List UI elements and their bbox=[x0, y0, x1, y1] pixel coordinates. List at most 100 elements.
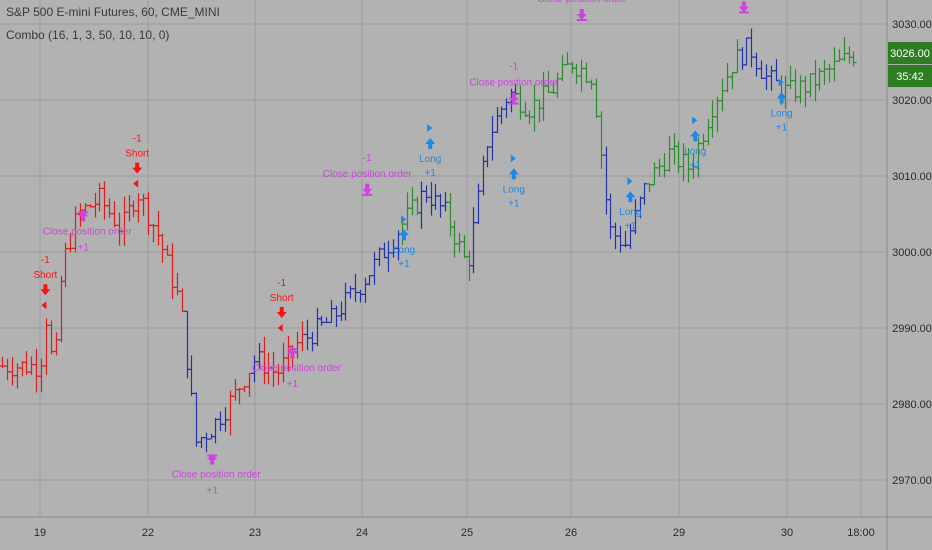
price-tick-label: 3000.00 bbox=[892, 247, 932, 259]
signal-label: Long bbox=[503, 184, 525, 195]
ohlc-bar bbox=[617, 225, 624, 253]
ohlc-bar bbox=[729, 72, 736, 90]
ohlc-bar bbox=[583, 62, 590, 84]
ohlc-bar bbox=[111, 201, 118, 228]
entry-marker-icon bbox=[277, 324, 283, 332]
signal-label: Close position order bbox=[537, 0, 627, 5]
long-arrow-icon bbox=[690, 130, 701, 142]
long-arrow-icon bbox=[625, 191, 636, 203]
ohlc-bar bbox=[203, 432, 210, 453]
ohlc-bar bbox=[19, 361, 26, 377]
ohlc-bar bbox=[212, 417, 219, 444]
ohlc-bar bbox=[661, 153, 668, 178]
signal-label: -1 bbox=[133, 134, 142, 145]
ohlc-bar bbox=[724, 62, 731, 93]
signal-label: -1 bbox=[509, 62, 518, 73]
time-tick-label: 25 bbox=[461, 527, 473, 539]
close-down-arrow-icon bbox=[738, 1, 749, 13]
study-legend[interactable]: Combo (16, 1, 3, 50, 10, 10, 0) bbox=[6, 28, 170, 42]
ohlc-bar bbox=[773, 58, 780, 82]
ohlc-bar bbox=[33, 348, 40, 393]
signal-label: Long bbox=[770, 108, 792, 119]
ohlc-bar bbox=[531, 84, 538, 132]
time-tick-label: 29 bbox=[673, 527, 685, 539]
signal-label: Short bbox=[270, 293, 294, 304]
ohlc-bar bbox=[314, 307, 321, 347]
ohlc-bar bbox=[573, 63, 580, 85]
signal-label: -1 bbox=[277, 278, 286, 289]
ohlc-bar bbox=[9, 357, 16, 386]
signal-label: Close position order bbox=[323, 169, 413, 180]
ohlc-bar bbox=[347, 285, 354, 299]
time-tick-label: 19 bbox=[34, 527, 46, 539]
ohlc-bar bbox=[671, 133, 678, 165]
ohlc-bar bbox=[193, 392, 200, 447]
ohlc-bar bbox=[758, 60, 765, 79]
signal-label: +1 bbox=[689, 160, 701, 171]
price-tick-label: 3010.00 bbox=[892, 171, 932, 183]
ohlc-bar bbox=[475, 183, 482, 225]
entry-marker-icon bbox=[401, 215, 406, 224]
ohlc-bar bbox=[48, 320, 55, 355]
entry-marker-icon bbox=[627, 177, 633, 186]
ohlc-bar bbox=[748, 28, 755, 68]
price-tick-label: 2980.00 bbox=[892, 399, 932, 411]
ohlc-bar bbox=[328, 300, 335, 324]
ohlc-bar bbox=[432, 184, 439, 210]
ohlc-bar bbox=[826, 64, 833, 83]
ohlc-bar bbox=[62, 242, 69, 288]
chart-title[interactable]: S&P 500 E-mini Futures, 60, CME_MINI bbox=[6, 5, 220, 19]
ohlc-bar bbox=[666, 136, 673, 172]
ohlc-bar bbox=[739, 46, 746, 70]
time-tick-label: 22 bbox=[142, 527, 154, 539]
signal-label: -1 bbox=[363, 153, 372, 164]
signal-label: Long bbox=[684, 146, 706, 157]
ohlc-bar bbox=[503, 98, 510, 118]
ohlc-bar bbox=[371, 251, 378, 285]
signal-label: -1 bbox=[41, 255, 50, 266]
price-tick-label: 2990.00 bbox=[892, 323, 932, 335]
ohlc-bar bbox=[768, 65, 775, 91]
ohlc-bar bbox=[357, 289, 364, 303]
ohlc-bar bbox=[564, 52, 571, 66]
countdown-badge bbox=[888, 65, 932, 87]
ohlc-bar bbox=[145, 192, 152, 236]
ohlc-bar bbox=[53, 332, 60, 356]
ohlc-bar bbox=[489, 116, 496, 161]
time-tick-label: 18:00 bbox=[847, 527, 875, 539]
ohlc-bar bbox=[841, 36, 848, 62]
ohlc-bar bbox=[753, 52, 760, 77]
ohlc-bar bbox=[101, 181, 108, 220]
close-up-arrow-icon bbox=[287, 347, 298, 359]
close-up-arrow-icon bbox=[207, 453, 218, 465]
ohlc-bar bbox=[850, 51, 857, 67]
price-tick-label: 3020.00 bbox=[892, 95, 932, 107]
entry-marker-icon bbox=[41, 301, 47, 310]
long-arrow-icon bbox=[425, 138, 436, 149]
ohlc-bar bbox=[641, 182, 648, 205]
last-price-badge bbox=[888, 42, 932, 64]
ohlc-bar bbox=[14, 363, 21, 389]
signal-label: Short bbox=[33, 270, 57, 281]
ohlc-bar bbox=[352, 273, 359, 303]
ohlc-bar bbox=[428, 182, 435, 216]
ohlc-bar bbox=[236, 387, 243, 405]
signal-label: +1 bbox=[425, 168, 437, 179]
ohlc-bar bbox=[787, 65, 794, 90]
close-up-arrow-icon bbox=[78, 210, 89, 222]
signal-label: Close position order bbox=[252, 363, 342, 374]
ohlc-bar bbox=[607, 193, 614, 240]
signal-label: Long bbox=[619, 207, 641, 218]
ohlc-bar bbox=[836, 49, 843, 62]
signal-label: Close position order bbox=[469, 78, 559, 89]
ohlc-bar bbox=[159, 233, 166, 263]
signal-label: +1 bbox=[776, 122, 788, 133]
ohlc-bar bbox=[342, 282, 349, 321]
ohlc-bar bbox=[184, 310, 191, 379]
ohlc-bar bbox=[807, 73, 814, 98]
entry-marker-icon bbox=[133, 179, 139, 188]
signal-label: +1 bbox=[398, 259, 410, 270]
entry-marker-icon bbox=[692, 116, 698, 125]
